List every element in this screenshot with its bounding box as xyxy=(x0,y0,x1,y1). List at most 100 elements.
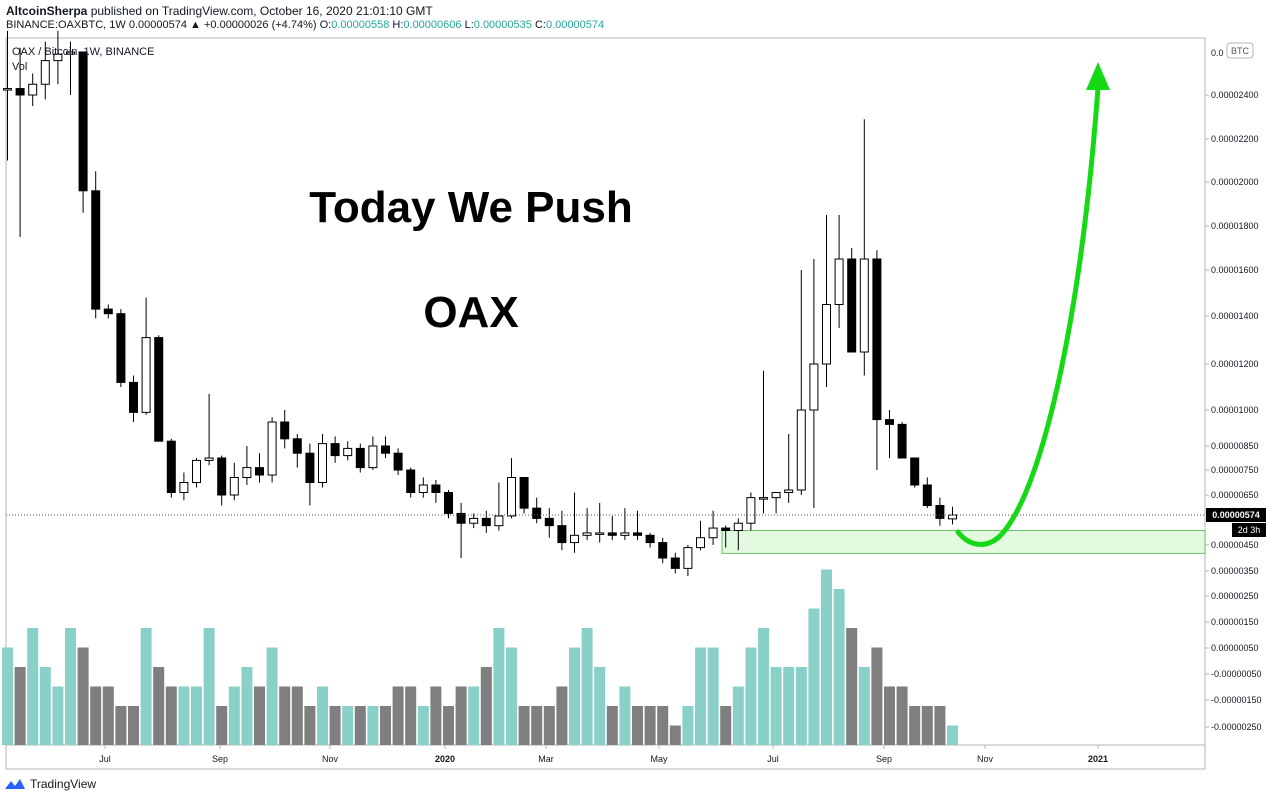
volume-bar xyxy=(921,706,933,745)
candle-body xyxy=(922,484,932,507)
volume-bar xyxy=(556,686,568,745)
volume-bar xyxy=(291,686,303,745)
candle-body xyxy=(28,83,38,96)
legend-pair: OAX / Bitcoin, 1W, BINANCE xyxy=(12,46,154,58)
candle-body xyxy=(620,532,630,536)
candle-body xyxy=(343,447,353,457)
candle-body xyxy=(116,313,126,383)
author-name[interactable]: AltcoinSherpa xyxy=(6,4,88,18)
volume-bar xyxy=(342,706,354,745)
volume-bar xyxy=(77,647,89,745)
brand-label: TradingView xyxy=(30,777,97,791)
open-value: 0.00000558 xyxy=(331,19,390,31)
close-label: C: xyxy=(534,19,546,31)
candle-body xyxy=(532,507,542,519)
candle-body xyxy=(78,51,88,192)
x-tick-label: 2020 xyxy=(435,754,455,764)
current-price-label: 0.00000574 xyxy=(1212,510,1260,520)
currency-badge[interactable] xyxy=(1226,42,1254,59)
legend-vol: Vol xyxy=(12,61,27,73)
candle-body xyxy=(456,512,466,524)
tradingview-logo-icon xyxy=(5,779,25,789)
volume-bar xyxy=(380,706,391,745)
volume-bar xyxy=(669,725,681,745)
candle-body xyxy=(318,443,327,484)
candle-body xyxy=(948,514,957,520)
volume-bar xyxy=(871,647,883,745)
x-tick-label: Nov xyxy=(977,754,994,764)
volume-bar xyxy=(128,706,139,745)
volume-bar xyxy=(468,686,480,745)
volume-bar xyxy=(858,667,870,745)
volume-bar xyxy=(506,647,517,745)
candle-body xyxy=(217,457,227,496)
candle-body xyxy=(179,482,189,493)
x-tick-label: Mar xyxy=(538,754,554,764)
volume-bar xyxy=(518,706,530,745)
volume-bar xyxy=(758,628,769,745)
y-tick-label: 0.00001600 xyxy=(1211,265,1259,275)
volume-bar xyxy=(594,667,606,745)
x-tick-label: Jul xyxy=(99,754,111,764)
candle-body xyxy=(570,534,579,544)
candle-body xyxy=(280,421,290,440)
candle-body xyxy=(66,51,75,55)
y-tick-label: 0.00000850 xyxy=(1211,441,1259,451)
volume-bar xyxy=(203,628,215,745)
volume-bar xyxy=(606,706,618,745)
volume-bar xyxy=(27,628,39,745)
volume-bar xyxy=(569,647,580,745)
volume-bar xyxy=(846,628,858,745)
volume-bar xyxy=(695,647,706,745)
volume-bar xyxy=(770,667,782,745)
volume-bar xyxy=(619,686,631,745)
candle-body xyxy=(406,469,416,493)
volume-bar xyxy=(392,686,404,745)
candle-body xyxy=(494,515,504,527)
candle-body xyxy=(519,477,529,509)
volume-bar xyxy=(279,686,291,745)
volume-bar xyxy=(115,706,127,745)
volume-bar xyxy=(405,686,417,745)
volume-bar xyxy=(455,686,467,745)
chart-frame xyxy=(5,37,1206,770)
candle-body xyxy=(796,409,806,491)
y-tick-label: 0.00001800 xyxy=(1211,221,1259,231)
volume-bar xyxy=(531,706,543,745)
volume-bar xyxy=(947,725,958,745)
candle-body xyxy=(267,421,277,476)
candle-body xyxy=(822,304,831,365)
candle-body xyxy=(418,484,428,493)
volume-bar xyxy=(833,589,845,745)
y-tick-label: 0.00000450 xyxy=(1211,540,1259,550)
candle-body xyxy=(809,363,819,411)
volume-bar xyxy=(896,686,908,745)
volume-bar xyxy=(178,686,190,745)
candle-body xyxy=(229,477,239,496)
candle-body xyxy=(255,467,264,476)
candle-body xyxy=(696,537,705,549)
candle-body xyxy=(771,492,781,499)
candle-body xyxy=(381,445,390,454)
x-tick-label: 2021 xyxy=(1088,754,1108,764)
candle-body xyxy=(784,489,794,493)
arrow-head xyxy=(1086,62,1110,90)
y-tick-label: 0.00000250 xyxy=(1211,591,1259,601)
publish-line: AltcoinSherpa published on TradingView.c… xyxy=(6,4,433,18)
candle-body xyxy=(910,457,920,486)
y-tick-label: 0.00000650 xyxy=(1211,490,1259,500)
volume-bar xyxy=(632,706,643,745)
volume-bar xyxy=(934,706,946,745)
candle-body xyxy=(897,423,907,459)
candle-body xyxy=(683,547,693,569)
volume-bar xyxy=(367,706,379,745)
volume-bar xyxy=(317,686,328,745)
open-label: O: xyxy=(319,19,332,31)
candle-body xyxy=(103,308,113,315)
volume-bar xyxy=(191,686,202,745)
footer-brand[interactable]: TradingView xyxy=(4,777,96,791)
candle-body xyxy=(885,419,894,425)
y-tick-label: -0.00000050 xyxy=(1211,669,1262,679)
y-tick-label: 0.00000750 xyxy=(1211,465,1259,475)
